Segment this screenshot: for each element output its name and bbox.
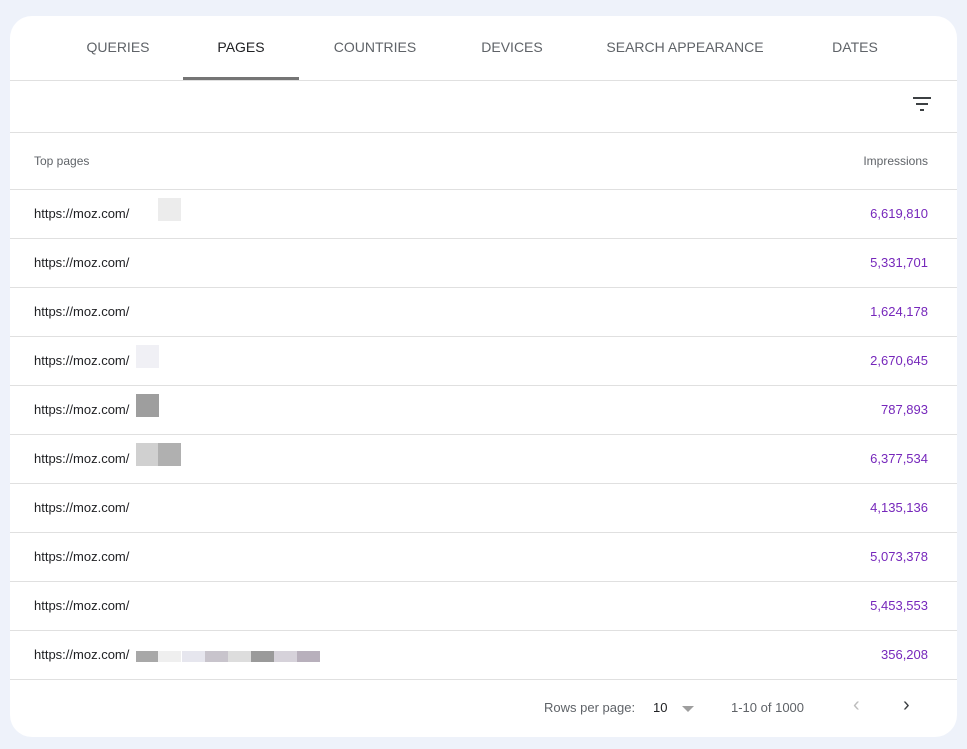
tab-search-appearance[interactable]: SEARCH APPEARANCE	[606, 39, 764, 55]
table-row[interactable]: https://moz.com/5,073,378	[10, 533, 957, 582]
page-url[interactable]: https://moz.com/	[34, 402, 130, 417]
table-row[interactable]: https://moz.com/1,624,178	[10, 288, 957, 337]
redaction-block	[158, 651, 181, 662]
filter-list-icon[interactable]	[912, 96, 932, 112]
rows-per-page-label: Rows per page:	[544, 700, 636, 715]
tab-dates[interactable]: DATES	[832, 39, 878, 55]
tab-countries[interactable]: COUNTRIES	[333, 39, 417, 55]
redaction-block	[297, 651, 320, 662]
redaction-block	[251, 651, 274, 662]
redaction-block	[182, 651, 205, 662]
redaction	[136, 484, 334, 532]
page-url[interactable]: https://moz.com/	[34, 451, 130, 466]
impressions-value: 6,619,810	[870, 206, 928, 221]
redaction-block	[136, 651, 159, 662]
impressions-value: 787,893	[881, 402, 928, 417]
page-url[interactable]: https://moz.com/	[34, 255, 130, 270]
page-url[interactable]: https://moz.com/	[34, 500, 130, 515]
page-url[interactable]: https://moz.com/	[34, 206, 130, 221]
tab-pages[interactable]: PAGES	[183, 16, 299, 80]
impressions-value: 356,208	[881, 647, 928, 662]
page-url[interactable]: https://moz.com/	[34, 598, 130, 613]
redaction-block	[158, 443, 181, 466]
pagination: Rows per page: 10 1-10 of 1000 ‹ ›	[10, 680, 957, 737]
impressions-value: 5,073,378	[870, 549, 928, 564]
redaction-block	[136, 443, 159, 466]
dropdown-arrow-icon[interactable]	[682, 706, 694, 712]
previous-page-button[interactable]: ‹	[853, 694, 860, 716]
impressions-value: 1,624,178	[870, 304, 928, 319]
next-page-button[interactable]: ›	[903, 694, 910, 716]
tab-devices[interactable]: DEVICES	[481, 39, 543, 55]
table-row[interactable]: https://moz.com/4,135,136	[10, 484, 957, 533]
table-row[interactable]: https://moz.com/6,619,810	[10, 190, 957, 239]
page-url[interactable]: https://moz.com/	[34, 647, 130, 662]
page-url[interactable]: https://moz.com/	[34, 353, 130, 368]
redaction	[136, 288, 334, 336]
table-row[interactable]: https://moz.com/356,208	[10, 631, 957, 680]
performance-table-card: QUERIES PAGES COUNTRIES DEVICES SEARCH APPEA…	[10, 16, 957, 737]
table-header: Top pages Impressions	[10, 133, 957, 190]
table-toolbar	[10, 81, 957, 133]
table-row[interactable]: https://moz.com/787,893	[10, 386, 957, 435]
impressions-value: 2,670,645	[870, 353, 928, 368]
column-header-impressions[interactable]: Impressions	[863, 154, 928, 168]
page-url[interactable]: https://moz.com/	[34, 549, 130, 564]
tab-queries[interactable]: QUERIES	[86, 39, 150, 55]
table-body: https://moz.com/6,619,810 https://moz.com…	[10, 190, 957, 680]
column-header-top-pages[interactable]: Top pages	[34, 154, 90, 168]
impressions-value: 6,377,534	[870, 451, 928, 466]
tab-bar: QUERIES PAGES COUNTRIES DEVICES SEARCH APPEA…	[10, 16, 957, 81]
pagination-range: 1-10 of 1000	[731, 700, 805, 715]
rows-per-page-select[interactable]: 10	[653, 700, 668, 715]
table-row[interactable]: https://moz.com/6,377,534	[10, 435, 957, 484]
redaction	[136, 533, 334, 581]
table-row[interactable]: https://moz.com/5,453,553	[10, 582, 957, 631]
redaction	[136, 582, 334, 630]
redaction-block	[205, 651, 228, 662]
redaction-block	[136, 345, 159, 368]
redaction-block	[274, 651, 297, 662]
impressions-value: 4,135,136	[870, 500, 928, 515]
redaction-block	[158, 198, 181, 221]
redaction-block	[136, 394, 159, 417]
redaction	[136, 239, 334, 287]
table-row[interactable]: https://moz.com/5,331,701	[10, 239, 957, 288]
redaction-block	[228, 651, 251, 662]
redaction	[136, 386, 334, 434]
table-row[interactable]: https://moz.com/2,670,645	[10, 337, 957, 386]
page-url[interactable]: https://moz.com/	[34, 304, 130, 319]
redaction	[136, 337, 334, 385]
impressions-value: 5,331,701	[870, 255, 928, 270]
impressions-value: 5,453,553	[870, 598, 928, 613]
